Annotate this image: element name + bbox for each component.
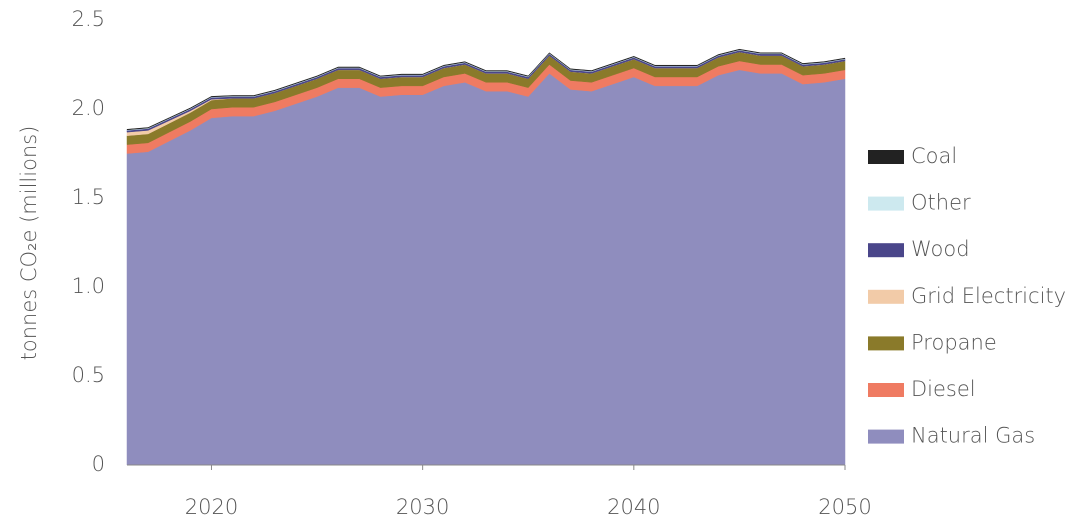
legend-swatch bbox=[868, 383, 904, 397]
legend-swatch bbox=[868, 289, 904, 304]
area bbox=[126, 48, 846, 131]
x-tick-label: 2030 bbox=[396, 495, 449, 519]
legend-label: Propane bbox=[911, 330, 997, 354]
legend-swatch bbox=[868, 150, 904, 164]
legend-label: Coal bbox=[911, 144, 957, 168]
legend-label: Other bbox=[911, 191, 971, 215]
y-tick-label: 2.5 bbox=[72, 7, 105, 31]
area bbox=[126, 69, 846, 466]
legend-label: Wood bbox=[911, 237, 970, 261]
x-tick-label: 2050 bbox=[818, 495, 871, 519]
y-tick-label: 0 bbox=[92, 452, 105, 476]
y-tick-label: 2.0 bbox=[72, 96, 105, 120]
x-tick-label: 2020 bbox=[185, 495, 238, 519]
legend-swatch bbox=[868, 429, 904, 444]
legend-swatch bbox=[868, 196, 904, 211]
legend-swatch bbox=[868, 336, 904, 351]
y-tick-label: 1.0 bbox=[72, 274, 105, 298]
y-tick-label: 0.5 bbox=[72, 363, 105, 387]
y-tick-label: 1.5 bbox=[72, 185, 105, 209]
x-tick-label: 2040 bbox=[607, 495, 660, 519]
legend-label: Natural Gas bbox=[911, 424, 1035, 448]
legend-swatch bbox=[868, 243, 904, 258]
y-axis-label: tonnes CO₂e (millions) bbox=[17, 126, 41, 361]
legend-label: Grid Electricity bbox=[911, 284, 1066, 308]
legend-label: Diesel bbox=[911, 377, 976, 401]
